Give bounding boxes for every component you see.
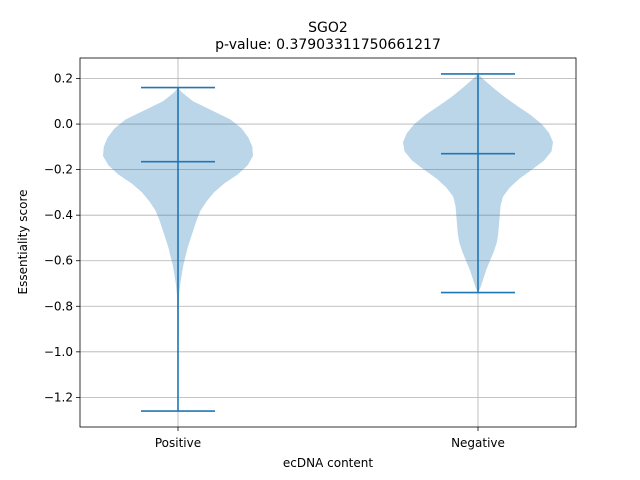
- x-tick-label: Negative: [451, 436, 505, 450]
- y-tick-label: −0.2: [44, 163, 73, 177]
- y-axis-label: Essentiality score: [16, 190, 30, 295]
- y-tick-label: −1.0: [44, 345, 73, 359]
- y-tick-label: −0.4: [44, 208, 73, 222]
- y-tick-label: −0.6: [44, 254, 73, 268]
- chart-title: SGO2: [308, 20, 348, 36]
- x-axis-label: ecDNA content: [283, 456, 373, 470]
- x-tick-label: Positive: [155, 436, 201, 450]
- violin-layer: [103, 73, 553, 412]
- y-tick-label: 0.2: [54, 72, 73, 86]
- y-tick-label: −0.8: [44, 299, 73, 313]
- y-tick-label: 0.0: [54, 117, 73, 131]
- y-tick-label: −1.2: [44, 390, 73, 404]
- chart-subtitle: p-value: 0.37903311750661217: [215, 37, 441, 53]
- axis-layer: 0.2 0.0 −0.2 −0.4 −0.6 −0.8 −1.0 −1.2 Positive Ne…: [44, 72, 505, 451]
- plot-frame: [79, 57, 577, 428]
